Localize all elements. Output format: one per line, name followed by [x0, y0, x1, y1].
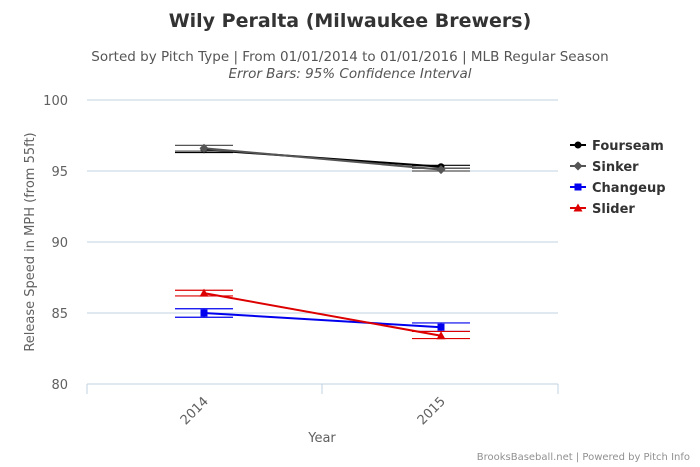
chart-subtitle-error-bars: Error Bars: 95% Confidence Interval [228, 66, 471, 82]
legend-label: Changeup [592, 181, 666, 196]
legend-item-fourseam[interactable]: Fourseam [570, 139, 664, 154]
slider-line [203, 292, 442, 337]
legend-marker-diamond-icon [573, 161, 583, 171]
changeup-point [200, 309, 208, 317]
legend-label: Sinker [592, 160, 639, 175]
y-tick-label: 80 [51, 378, 68, 393]
legend-marker-circle-icon [574, 141, 582, 149]
series-group [175, 143, 470, 340]
changeup-line [203, 312, 442, 329]
legend-label: Slider [592, 202, 635, 217]
x-tick-label: 2014 [178, 394, 212, 428]
legend-label: Fourseam [592, 139, 664, 154]
y-tick-label: 100 [43, 94, 68, 109]
series-slider [175, 288, 470, 340]
y-tick-label: 90 [51, 236, 68, 251]
x-axis-title: Year [307, 431, 336, 446]
legend-item-slider[interactable]: Slider [570, 202, 635, 217]
legend-item-sinker[interactable]: Sinker [570, 160, 639, 175]
y-axis-ticks: 80 85 90 95 100 [43, 94, 68, 393]
x-axis: 2014 2015 [86, 383, 559, 428]
legend[interactable]: Fourseam Sinker Changeup Slider [570, 139, 666, 217]
series-changeup [175, 308, 470, 333]
chart-subtitle: Sorted by Pitch Type | From 01/01/2014 t… [91, 49, 608, 65]
y-tick-label: 85 [51, 307, 68, 322]
grid [87, 99, 558, 314]
y-axis-title: Release Speed in MPH (from 55ft) [23, 132, 38, 351]
y-tick-label: 95 [51, 165, 68, 180]
chart-title: Wily Peralta (Milwaukee Brewers) [169, 10, 532, 32]
x-tick-label: 2015 [415, 394, 449, 428]
slider-point [436, 331, 446, 340]
legend-item-changeup[interactable]: Changeup [570, 181, 666, 196]
sinker-line [203, 147, 442, 171]
sinker-point [199, 143, 209, 153]
slider-point [199, 288, 209, 297]
sinker-point [436, 165, 446, 175]
legend-marker-square-icon [574, 183, 582, 191]
legend-marker-triangle-icon [573, 203, 583, 212]
credits[interactable]: BrooksBaseball.net | Powered by Pitch In… [477, 452, 690, 463]
changeup-point [437, 323, 445, 331]
series-sinker [175, 143, 470, 175]
